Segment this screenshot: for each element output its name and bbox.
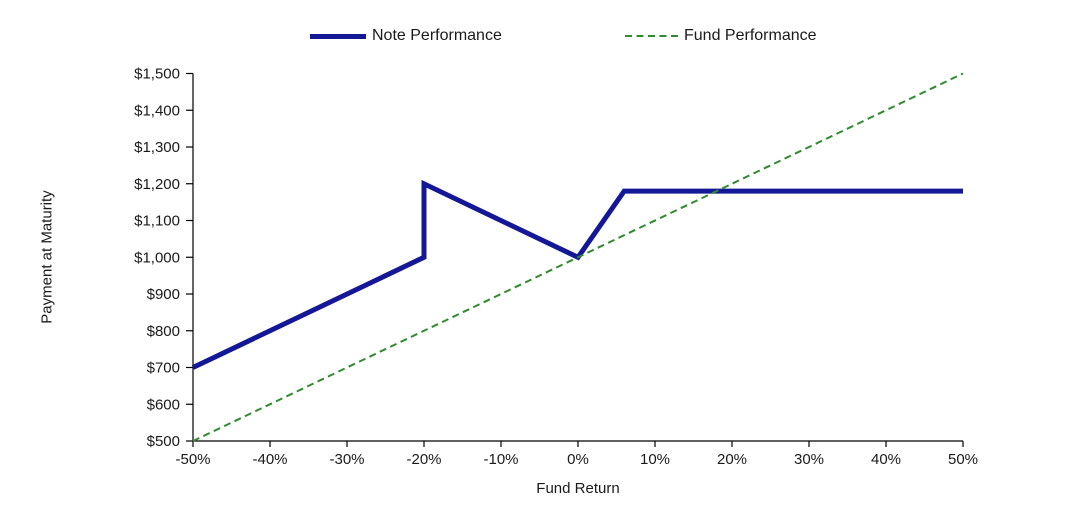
x-tick-label: 50%	[948, 451, 978, 468]
legend-item-fund-performance: Fund Performance	[625, 26, 817, 46]
y-axis-title: Payment at Maturity	[38, 190, 56, 324]
x-tick-label: 20%	[717, 451, 747, 468]
y-tick-label: $1,300	[134, 139, 180, 156]
x-tick-label: -10%	[483, 451, 518, 468]
note-performance-line	[191, 179, 963, 370]
legend-label-fund-performance: Fund Performance	[684, 27, 817, 44]
y-tick-label: $800	[147, 323, 180, 340]
y-tick-label: $1,000	[134, 249, 180, 266]
fund-performance-line	[192, 72, 964, 442]
y-tick-label: $1,400	[134, 102, 180, 119]
y-tick-label: $1,200	[134, 176, 180, 193]
note-performance-line-swatch	[310, 33, 366, 39]
fund-performance-line-swatch	[625, 35, 678, 37]
y-tick-label: $700	[147, 360, 180, 377]
legend-item-note-performance: Note Performance	[310, 26, 502, 46]
y-tick-label: $900	[147, 286, 180, 303]
x-axis-title: Fund Return	[536, 480, 620, 497]
y-tick-label: $600	[147, 396, 180, 413]
y-tick-label: $1,100	[134, 213, 180, 230]
legend-label-note-performance: Note Performance	[372, 27, 502, 44]
x-tick-label: 10%	[640, 451, 670, 468]
y-tick-label: $500	[147, 433, 180, 450]
x-tick-label: -30%	[329, 451, 364, 468]
x-tick-label: -40%	[252, 451, 287, 468]
x-tick-label: -20%	[406, 451, 441, 468]
x-tick-label: 40%	[871, 451, 901, 468]
x-tick-label: 0%	[567, 451, 589, 468]
y-tick-label: $1,500	[134, 66, 180, 83]
x-tick-label: -50%	[175, 451, 210, 468]
x-tick-label: 30%	[794, 451, 824, 468]
